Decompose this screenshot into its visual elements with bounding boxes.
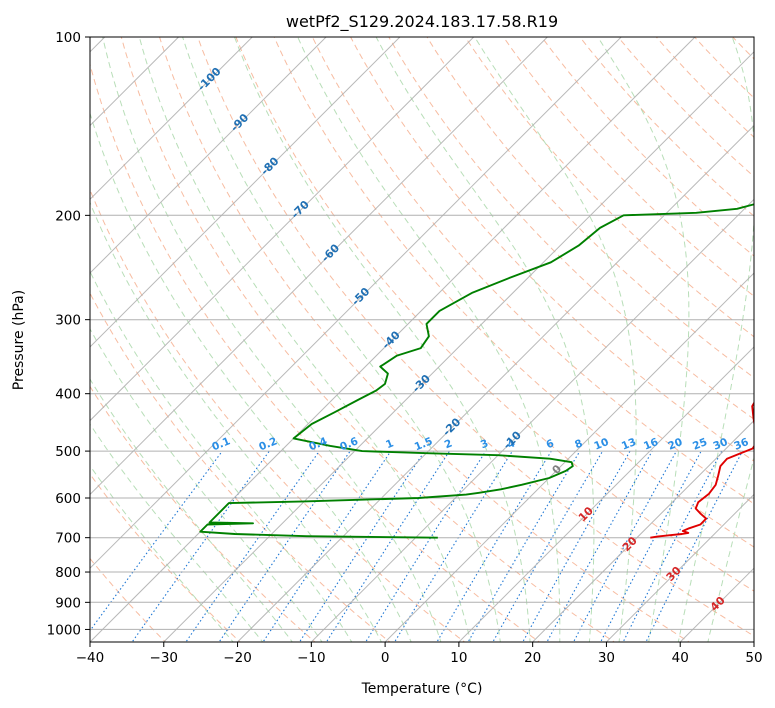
- isotherm-line: [162, 51, 754, 642]
- isotherm-line: [310, 198, 754, 642]
- isotherm-line: [90, 37, 475, 422]
- dry-adiabat-line: [426, 37, 754, 379]
- x-tick-label: −20: [223, 650, 252, 666]
- x-tick-label: 30: [598, 650, 615, 666]
- x-tick-label: −30: [150, 650, 179, 666]
- dry-adiabat-line: [350, 37, 754, 462]
- y-tick-label: 1000: [47, 622, 81, 638]
- mixing-ratio-line: [393, 450, 513, 642]
- isotherm-line: [90, 37, 254, 201]
- mixing-ratio-label: 4: [506, 437, 517, 451]
- mixing-ratio-line: [185, 450, 320, 642]
- mixing-ratio-line: [298, 450, 426, 642]
- mixing-ratio-label: 16: [642, 436, 660, 453]
- y-axis-label: Pressure (hPa): [11, 290, 27, 390]
- x-tick-label: 10: [450, 650, 467, 666]
- y-axis: 100 200 300 400 500 600 700 800 900 1000: [47, 30, 90, 638]
- x-tick-label: −10: [297, 650, 326, 666]
- isotherm-line: [605, 493, 754, 642]
- isotherm-line: [531, 419, 754, 642]
- x-tick-label: 50: [745, 650, 762, 666]
- profile-series: [199, 203, 754, 539]
- mixing-ratio-line: [467, 450, 581, 642]
- isotherm-line: [90, 37, 327, 274]
- y-tick-label: 900: [55, 595, 81, 611]
- isotherm-line: [90, 37, 696, 642]
- dry-adiabat-line: [758, 24, 775, 645]
- mixing-ratio-line: [131, 450, 270, 642]
- moist-adiabat-line: [90, 111, 412, 642]
- dry-adiabat-line: [273, 37, 754, 548]
- x-tick-label: 40: [672, 650, 689, 666]
- isotherm-line: [90, 37, 622, 569]
- plot-area-background: [90, 37, 754, 642]
- y-tick-label: 700: [55, 531, 81, 547]
- mixing-ratio-line: [325, 450, 450, 642]
- mixing-ratio-line: [218, 450, 351, 642]
- mixing-ratio-line: [622, 450, 723, 642]
- temperature-profile-line: [650, 401, 754, 539]
- mixing-ratio-line: [599, 450, 702, 642]
- isotherm-line: [753, 641, 754, 642]
- mixing-ratio-line: [572, 450, 677, 642]
- chart-title: wetPf2_S129.2024.183.17.58.R19: [286, 12, 558, 32]
- isotherm-line: [384, 272, 754, 642]
- x-axis-label: Temperature (°C): [361, 681, 483, 697]
- mixing-ratio-label: 36: [732, 436, 750, 453]
- mixing-ratio-label: 13: [620, 436, 638, 453]
- dry-adiabat-line: [502, 37, 754, 297]
- isotherm-line: [90, 37, 401, 348]
- y-tick-label: 500: [55, 444, 81, 460]
- y-tick-label: 300: [55, 313, 81, 329]
- plot-area-frame: [89, 36, 755, 643]
- mixing-ratio-label: 30: [712, 436, 730, 453]
- isotherm-line: [90, 37, 549, 496]
- mixing-ratio-label: 8: [573, 437, 584, 451]
- mixing-ratio-line: [262, 450, 392, 642]
- x-tick-label: 0: [381, 650, 390, 666]
- y-tick-label: 100: [55, 30, 81, 46]
- y-tick-label: 800: [55, 565, 81, 581]
- dewpoint-profile-line: [199, 203, 754, 539]
- x-tick-label: −40: [76, 650, 105, 666]
- dry-adiabat-line: [388, 37, 754, 420]
- y-tick-label: 200: [55, 208, 81, 224]
- mixing-ratio-label: 1: [384, 437, 395, 451]
- dry-adiabat-line: [158, 37, 691, 642]
- mixing-ratio-label: 6: [545, 437, 556, 451]
- dry-adiabat-line: [235, 37, 754, 592]
- mixing-ratio-label: 25: [691, 436, 709, 453]
- y-tick-label: 400: [55, 387, 81, 403]
- dry-adiabat-line: [464, 37, 754, 338]
- mixing-ratio-label: 10: [592, 436, 610, 453]
- x-tick-label: 20: [524, 650, 541, 666]
- mixing-ratio-label: 3: [479, 437, 490, 451]
- mixing-ratio-label: 2: [443, 437, 454, 451]
- moist-adiabat-line: [90, 201, 382, 642]
- isotherm-line: [458, 346, 754, 642]
- mixing-ratio-label: 20: [666, 436, 684, 453]
- y-tick-label: 600: [55, 491, 81, 507]
- mixing-ratio-line: [90, 450, 223, 632]
- x-axis: −40 −30 −20 −10 0 10 20 30 40 50: [76, 642, 763, 666]
- dry-adiabat-line: [311, 37, 754, 505]
- isotherm-line: [236, 124, 754, 642]
